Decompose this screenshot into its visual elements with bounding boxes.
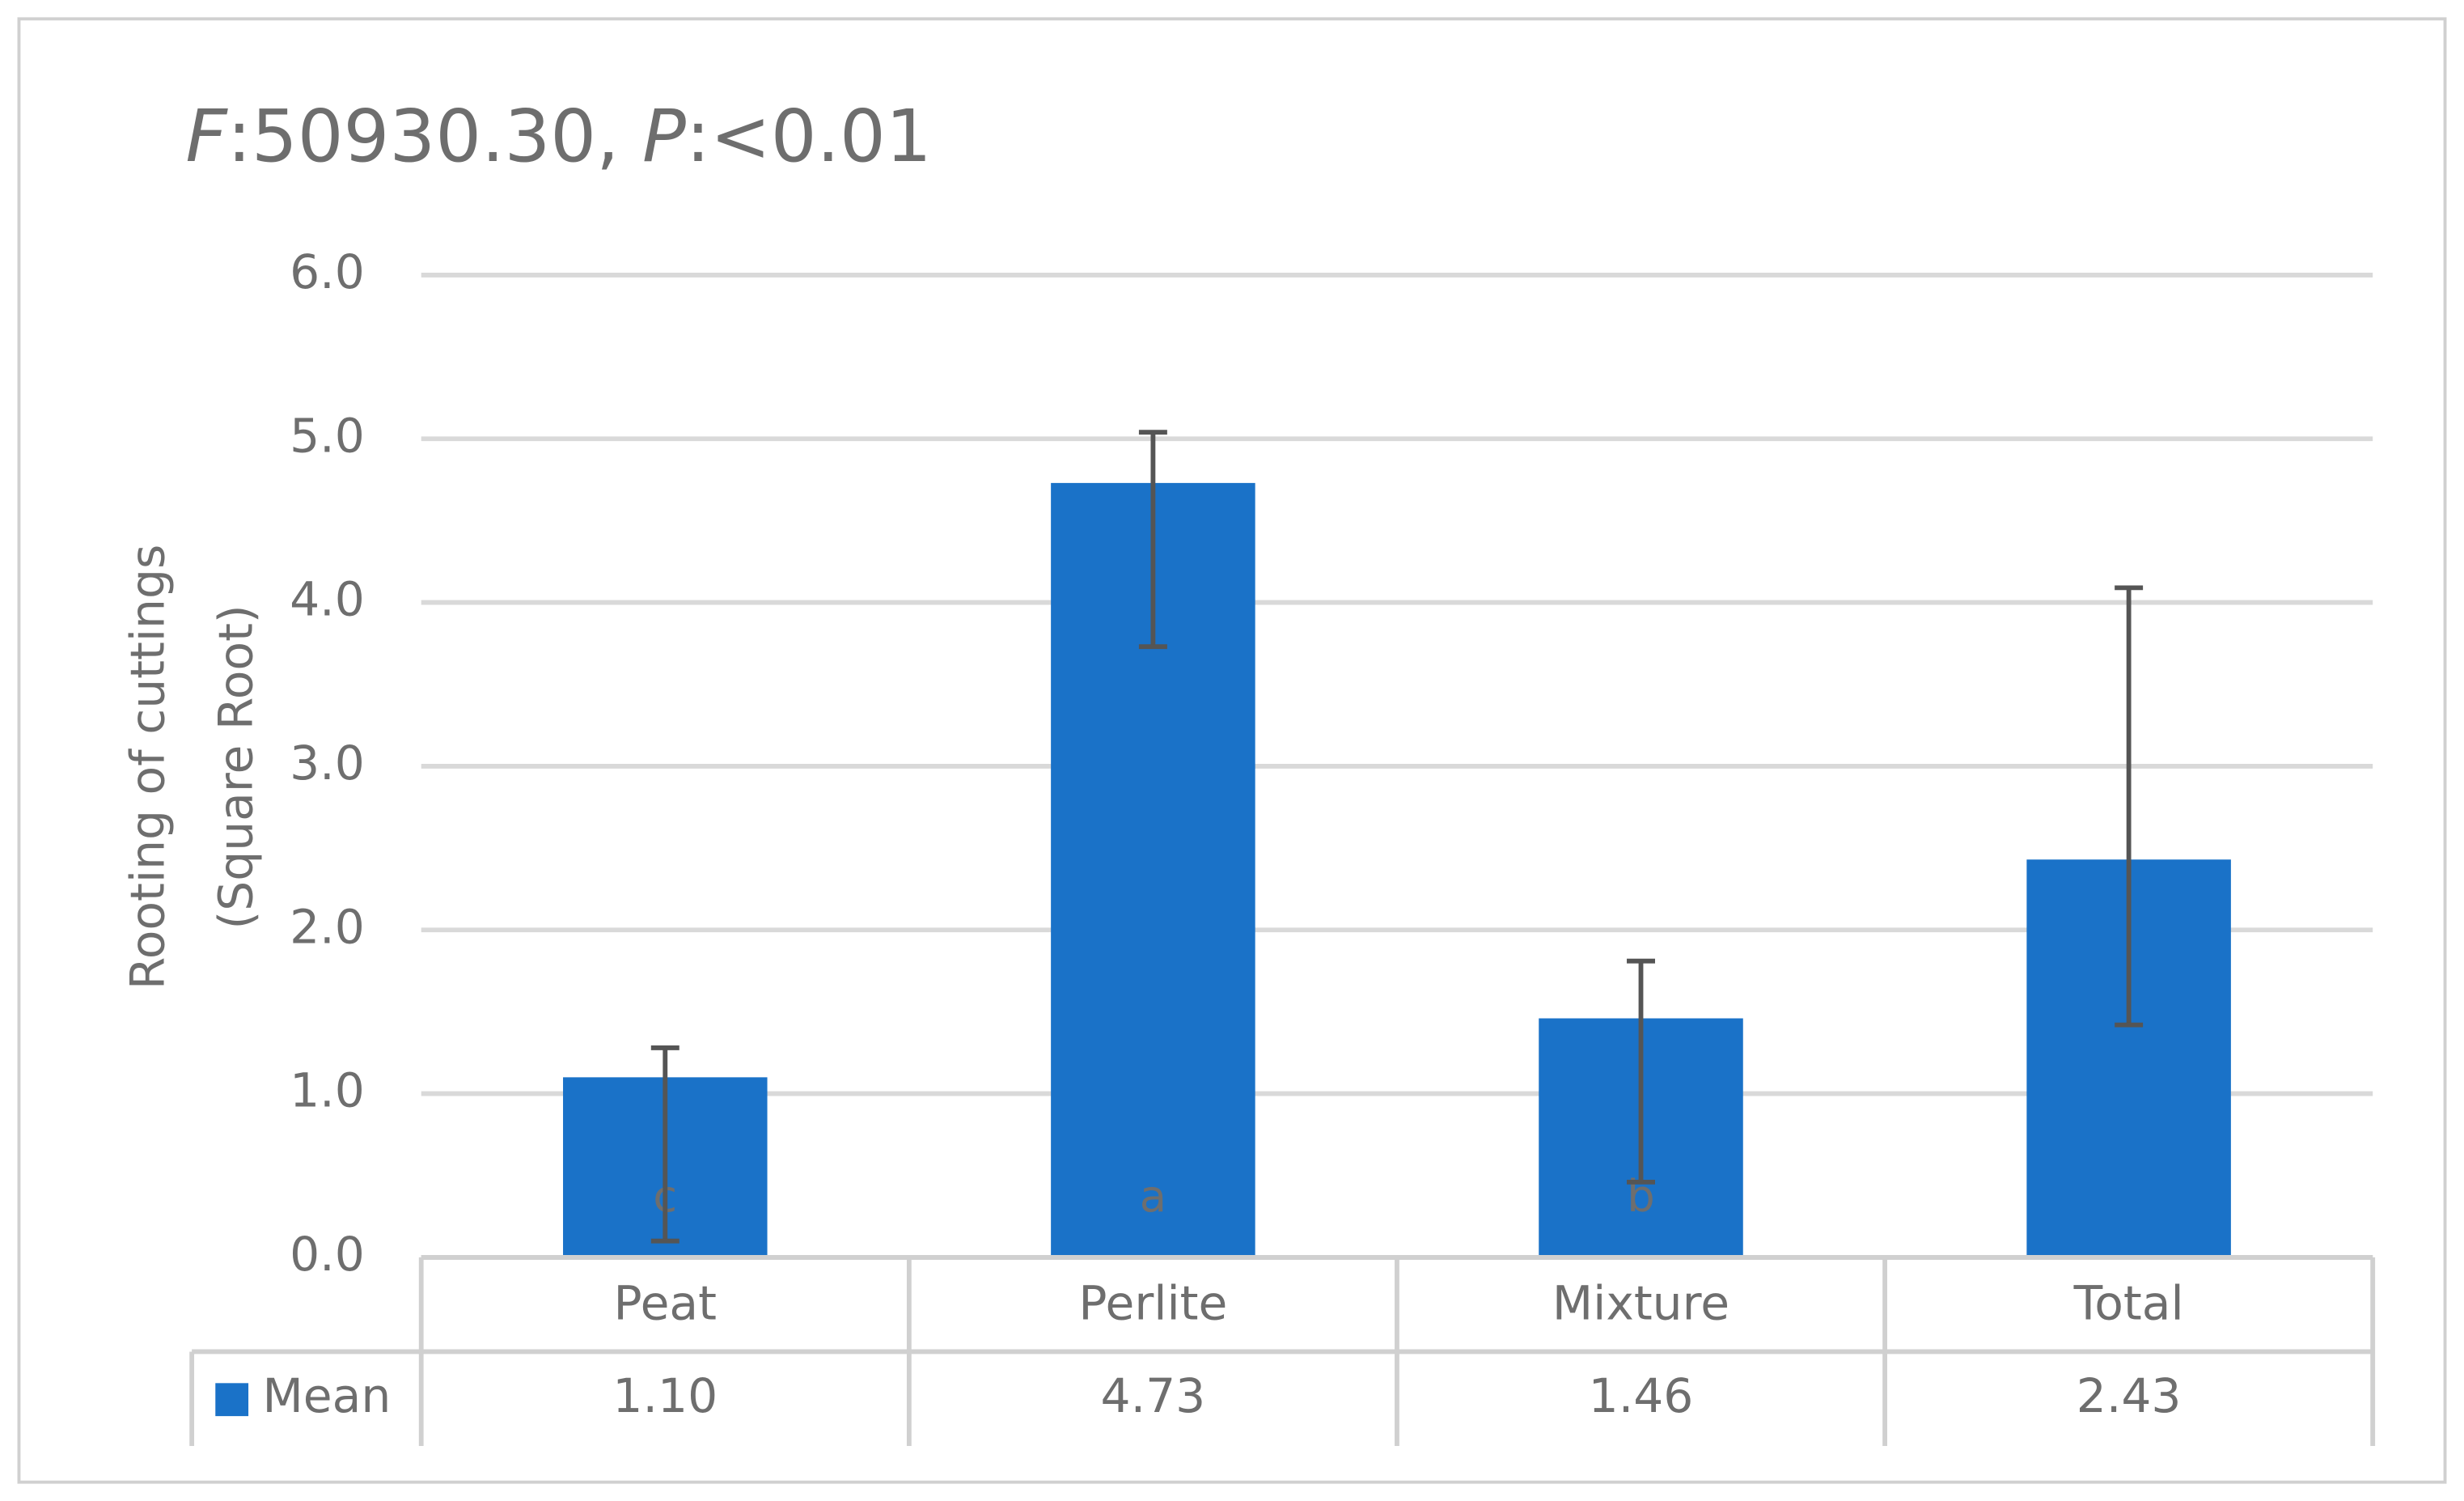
significance-letter: a [1140, 1171, 1166, 1222]
chart-title: F:50930.30, P:<0.01 [185, 95, 931, 179]
y-tick-label: 0.0 [290, 1227, 365, 1282]
y-tick-label: 1.0 [290, 1063, 365, 1118]
y-tick-label: 6.0 [290, 244, 365, 299]
legend-label: Mean [263, 1368, 392, 1423]
table-value: 1.10 [612, 1368, 718, 1423]
y-axis-title: Rooting of cuttings (Square Root) [121, 545, 264, 990]
legend-swatch [215, 1383, 249, 1417]
y-tick-label: 2.0 [290, 899, 365, 954]
y-tick-label: 3.0 [290, 736, 365, 791]
x-tick-label: Mixture [1552, 1275, 1729, 1330]
y-label-line: Rooting of cuttings [121, 545, 176, 990]
table-value: 4.73 [1101, 1368, 1206, 1423]
y-tick-label: 4.0 [290, 572, 365, 627]
x-tick-label: Perlite [1078, 1275, 1227, 1330]
table-value: 2.43 [2077, 1368, 2182, 1423]
x-tick-label: Total [2073, 1275, 2184, 1330]
table-value: 1.46 [1589, 1368, 1694, 1423]
x-tick-label: Peat [614, 1275, 717, 1330]
y-tick-label: 5.0 [290, 408, 365, 463]
y-label-line: (Square Root) [209, 604, 264, 929]
